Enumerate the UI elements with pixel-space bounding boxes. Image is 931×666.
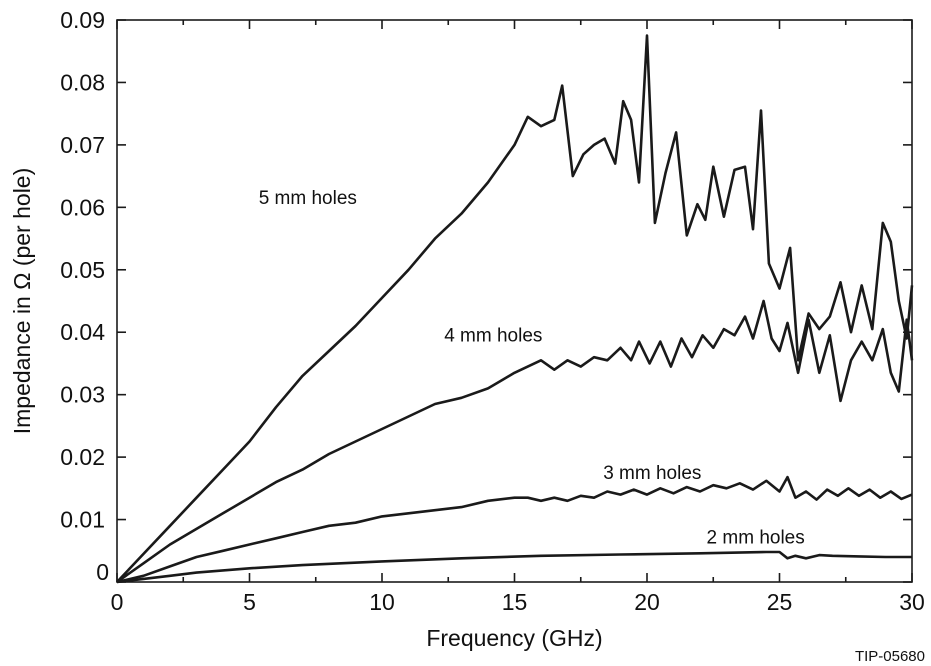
series-annotation: 4 mm holes [444,326,542,347]
x-tick-label: 5 [243,589,256,615]
series-annotation: 2 mm holes [707,527,805,548]
x-tick-label: 30 [899,589,925,615]
figure-id: TIP-05680 [855,648,925,665]
series-lines [116,34,914,584]
x-tick-label: 10 [369,589,395,615]
tick-labels: 0 5 10 15 20 25 30 0 0.01 0.02 0.03 0.04 0.05 0.06 0.0… [60,7,925,615]
x-tick-label: 15 [502,589,528,615]
series-annotation: 3 mm holes [603,463,701,484]
series-line-2 [116,299,914,584]
y-tick-label: 0.03 [60,382,105,408]
y-tick-label: 0.08 [60,69,105,95]
plot-frame [116,19,913,583]
y-tick-label: 0.01 [60,507,105,533]
x-axis-title: Frequency (GHz) [426,625,602,651]
x-tick-label: 0 [111,589,124,615]
y-axis-title: Impedance in Ω (per hole) [9,168,35,435]
series-line-1 [116,34,914,583]
series-annotation: 5 mm holes [259,188,357,209]
series-line-4 [116,550,912,584]
y-tick-label: 0 [96,559,109,585]
x-tick-label: 25 [767,589,793,615]
series-annotations: 5 mm holes 4 mm holes 3 mm holes 2 mm holes [259,188,805,548]
y-tick-label: 0.02 [60,444,105,470]
y-tick-label: 0.07 [60,132,105,158]
y-tick-label: 0.05 [60,257,105,283]
y-tick-label: 0.06 [60,194,105,220]
y-tick-label: 0.04 [60,319,105,345]
x-tick-label: 20 [634,589,660,615]
y-tick-label: 0.09 [60,7,105,33]
series-line-3 [116,475,913,584]
